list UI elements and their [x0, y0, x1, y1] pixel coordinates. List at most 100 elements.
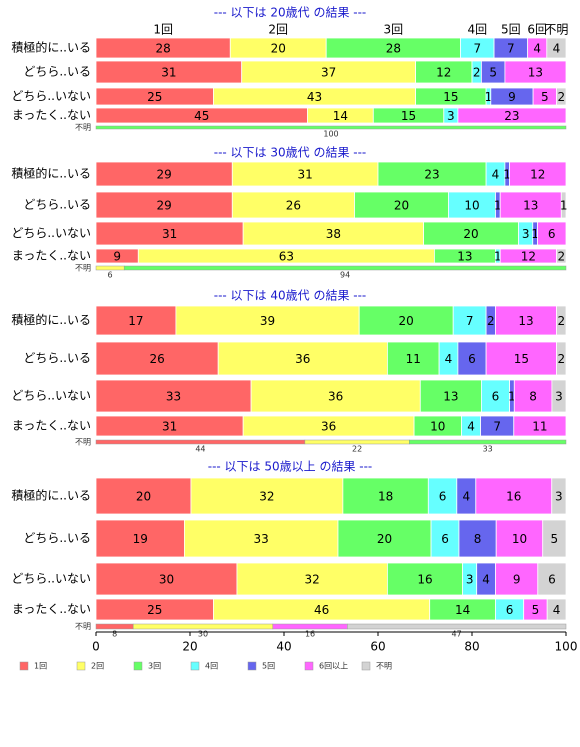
data-label: 31: [162, 227, 177, 241]
data-label: 5: [532, 603, 540, 617]
column-label: 不明: [544, 23, 568, 37]
data-label: 7: [466, 314, 474, 328]
bar-segment: [457, 107, 567, 124]
row-label: どちら..いない: [11, 572, 91, 586]
row-label: 積極的に..いる: [11, 312, 91, 327]
data-label: 2: [557, 90, 565, 104]
bar-segment: [556, 305, 567, 336]
data-label: 3: [555, 490, 563, 504]
data-label: 16: [305, 630, 315, 639]
column-label: 3回: [384, 23, 404, 37]
bar-segment: [123, 265, 567, 271]
bar-segment: [217, 341, 388, 376]
data-label: 6: [492, 390, 500, 404]
data-label: 38: [326, 227, 341, 241]
data-label: 36: [295, 352, 310, 366]
bar-segment: [409, 439, 567, 445]
data-label: 15: [401, 109, 416, 123]
data-label: 39: [260, 314, 275, 328]
data-label: 6: [439, 490, 447, 504]
data-label: 31: [298, 168, 313, 182]
x-tick-label: 40: [276, 640, 291, 654]
data-label: 3: [466, 573, 474, 587]
column-label: 6回: [527, 23, 547, 37]
column-label: 2回: [268, 23, 288, 37]
bar-segment: [304, 439, 410, 445]
row-label: 不明: [75, 622, 91, 631]
bar-segment: [556, 341, 567, 376]
bar-segment: [551, 477, 567, 515]
data-label: 31: [161, 66, 176, 80]
row-label: どちら..いる: [23, 531, 91, 545]
bar-segment: [542, 519, 567, 558]
bar-segment: [236, 562, 388, 596]
bar-segment: [95, 125, 567, 130]
data-label: 1: [485, 90, 493, 104]
data-label: 10: [430, 420, 445, 434]
data-label: 7: [493, 420, 501, 434]
data-label: 2: [557, 250, 565, 264]
bar-segment: [184, 519, 339, 558]
bar-segment: [95, 341, 219, 376]
bar-segment: [272, 623, 348, 630]
data-label: 32: [259, 490, 274, 504]
data-label: 3: [555, 390, 563, 404]
bar-segment: [452, 305, 487, 336]
bar-segment: [95, 623, 134, 630]
bar-segment: [377, 161, 487, 187]
bar-segment: [556, 248, 567, 264]
data-label: 3: [522, 227, 530, 241]
row-label: まったく..ない: [12, 108, 91, 122]
row-label: まったく..ない: [12, 419, 91, 433]
data-label: 44: [195, 445, 205, 454]
data-label: 1: [560, 199, 568, 213]
data-label: 20: [136, 490, 151, 504]
data-label: 20: [271, 42, 286, 56]
data-label: 33: [166, 390, 181, 404]
data-label: 5: [489, 66, 497, 80]
data-label: 13: [518, 314, 533, 328]
data-label: 9: [513, 573, 521, 587]
data-label: 10: [464, 199, 479, 213]
row-label: 積極的に..いる: [11, 40, 91, 55]
legend-swatch: [190, 661, 200, 671]
data-label: 1: [503, 168, 511, 182]
data-label: 10: [512, 532, 527, 546]
data-label: 2: [487, 314, 495, 328]
bar-segment: [546, 37, 567, 59]
data-label: 12: [521, 250, 536, 264]
data-label: 4: [492, 168, 500, 182]
bar-segment: [347, 623, 567, 630]
bar-segment: [95, 265, 125, 271]
bar-segment: [386, 562, 463, 596]
bar-segment: [419, 379, 482, 413]
data-label: 4: [482, 573, 490, 587]
column-label: 5回: [501, 23, 521, 37]
x-tick-label: 60: [370, 640, 385, 654]
data-label: 45: [194, 109, 209, 123]
row-label: どちら..いる: [23, 65, 91, 79]
data-label: 13: [443, 390, 458, 404]
legend-label: 不明: [376, 662, 392, 671]
data-label: 4: [467, 420, 475, 434]
legend-label: 4回: [205, 662, 218, 671]
bar-segment: [386, 341, 440, 376]
data-label: 9: [113, 250, 121, 264]
data-label: 8: [529, 390, 537, 404]
panel-title: --- 以下は 50歳以上 の結果 ---: [208, 460, 373, 474]
legend-swatch: [361, 661, 371, 671]
x-tick-label: 0: [92, 640, 100, 654]
bar-segment: [475, 477, 553, 515]
legend-swatch: [19, 661, 29, 671]
data-label: 33: [254, 532, 269, 546]
data-label: 6: [108, 271, 113, 280]
row-label: 不明: [75, 123, 91, 132]
data-label: 18: [378, 490, 393, 504]
legend-label: 1回: [34, 662, 47, 671]
panel-title: --- 以下は 20歳代 の結果 ---: [214, 6, 367, 20]
legend-label: 6回以上: [319, 662, 348, 671]
bar-segment: [485, 341, 558, 376]
row-label: 不明: [75, 438, 91, 447]
bar-segment: [95, 477, 192, 515]
